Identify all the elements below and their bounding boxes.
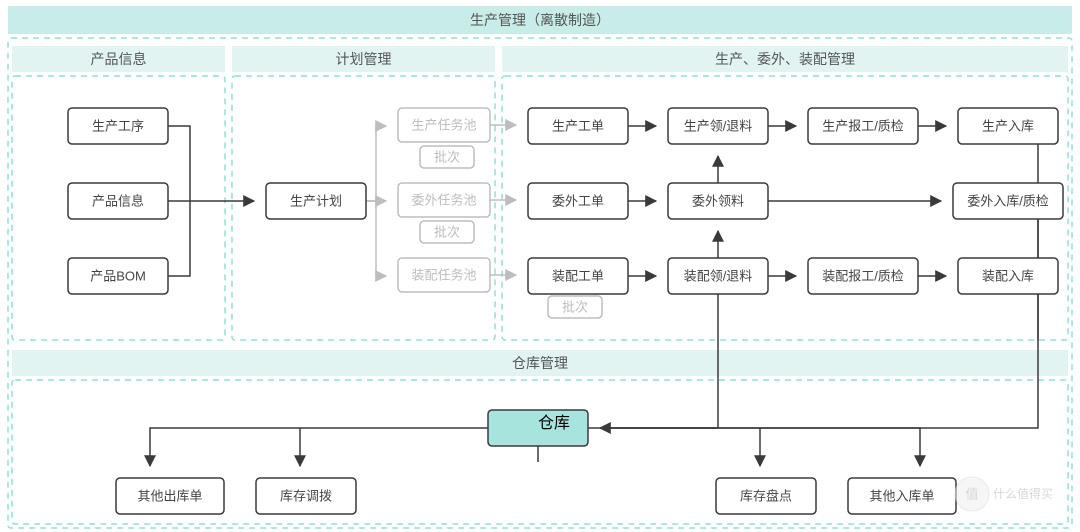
n-bom: 产品BOM <box>68 258 168 294</box>
title-text: 生产管理（离散制造） <box>470 12 610 28</box>
n-wh: 仓库 <box>488 410 588 446</box>
svg-text:生产任务池: 生产任务池 <box>411 118 476 133</box>
svg-text:生产入库: 生产入库 <box>982 119 1034 134</box>
svg-text:委外入库/质检: 委外入库/质检 <box>967 194 1049 209</box>
svg-text:产品信息: 产品信息 <box>92 194 144 209</box>
svg-text:委外任务池: 委外任务池 <box>411 193 476 208</box>
flowchart-svg: 生产管理（离散制造） 产品信息计划管理生产、委外、装配管理仓库管理 生产工序产品… <box>0 0 1080 532</box>
n-inx: 其他入库单 <box>848 478 956 514</box>
svg-text:值: 值 <box>965 487 978 502</box>
n-in1: 生产入库 <box>958 108 1058 144</box>
svg-text:生产领/退料: 生产领/退料 <box>684 119 753 134</box>
n-in3: 装配入库 <box>958 258 1058 294</box>
n-rep1: 生产报工/质检 <box>808 108 918 144</box>
edge <box>588 428 920 466</box>
svg-text:装配任务池: 装配任务池 <box>411 268 476 283</box>
n-batch1: 批次 <box>420 146 474 168</box>
sec-mgmt-label: 生产、委外、装配管理 <box>715 51 855 67</box>
n-proc: 生产工序 <box>68 108 168 144</box>
svg-text:生产工序: 生产工序 <box>92 119 144 134</box>
svg-text:生产计划: 生产计划 <box>290 194 342 209</box>
svg-text:批次: 批次 <box>562 300 588 315</box>
n-rep3: 装配报工/质检 <box>808 258 918 294</box>
svg-text:其他入库单: 其他入库单 <box>869 489 934 504</box>
n-wo1: 生产工单 <box>528 108 628 144</box>
svg-text:仓库: 仓库 <box>538 414 570 432</box>
svg-text:委外工单: 委外工单 <box>552 194 604 209</box>
svg-text:批次: 批次 <box>434 225 460 240</box>
n-pool2: 委外任务池 <box>398 183 490 217</box>
n-ck: 库存盘点 <box>716 478 816 514</box>
svg-text:委外领料: 委外领料 <box>692 194 744 209</box>
n-out: 其他出库单 <box>116 478 224 514</box>
n-in2: 委外入库/质检 <box>953 183 1063 219</box>
n-batch3: 批次 <box>548 296 602 318</box>
svg-text:装配入库: 装配入库 <box>982 269 1034 284</box>
n-pool3: 装配任务池 <box>398 258 490 292</box>
sec-wh-label: 仓库管理 <box>512 355 568 371</box>
n-plan: 生产计划 <box>266 183 366 219</box>
n-wo2: 委外工单 <box>528 183 628 219</box>
svg-text:装配报工/质检: 装配报工/质检 <box>822 269 904 284</box>
svg-text:装配领/退料: 装配领/退料 <box>684 269 753 284</box>
n-mat1: 生产领/退料 <box>668 108 768 144</box>
svg-text:库存盘点: 库存盘点 <box>740 489 792 504</box>
svg-text:批次: 批次 <box>434 150 460 165</box>
svg-text:其他出库单: 其他出库单 <box>137 489 202 504</box>
n-mat2: 委外领料 <box>668 183 768 219</box>
svg-text:库存调拨: 库存调拨 <box>280 489 332 504</box>
edge <box>150 428 488 466</box>
svg-text:什么值得买: 什么值得买 <box>993 486 1053 501</box>
n-info: 产品信息 <box>68 183 168 219</box>
n-wo3: 装配工单 <box>528 258 628 294</box>
n-mat3: 装配领/退料 <box>668 258 768 294</box>
svg-text:产品BOM: 产品BOM <box>90 269 146 284</box>
n-pool1: 生产任务池 <box>398 108 490 142</box>
svg-text:生产报工/质检: 生产报工/质检 <box>822 119 904 134</box>
n-batch2: 批次 <box>420 221 474 243</box>
edge <box>366 201 386 276</box>
sec-plan-label: 计划管理 <box>336 51 392 67</box>
edge <box>366 126 386 201</box>
diagram-root: 生产管理（离散制造） 产品信息计划管理生产、委外、装配管理仓库管理 生产工序产品… <box>0 0 1080 532</box>
n-tr: 库存调拨 <box>256 478 356 514</box>
svg-text:装配工单: 装配工单 <box>552 269 604 284</box>
watermark: 值 什么值得买 <box>955 477 1053 511</box>
sec-prod-label: 产品信息 <box>91 51 147 67</box>
svg-text:生产工单: 生产工单 <box>552 119 604 134</box>
